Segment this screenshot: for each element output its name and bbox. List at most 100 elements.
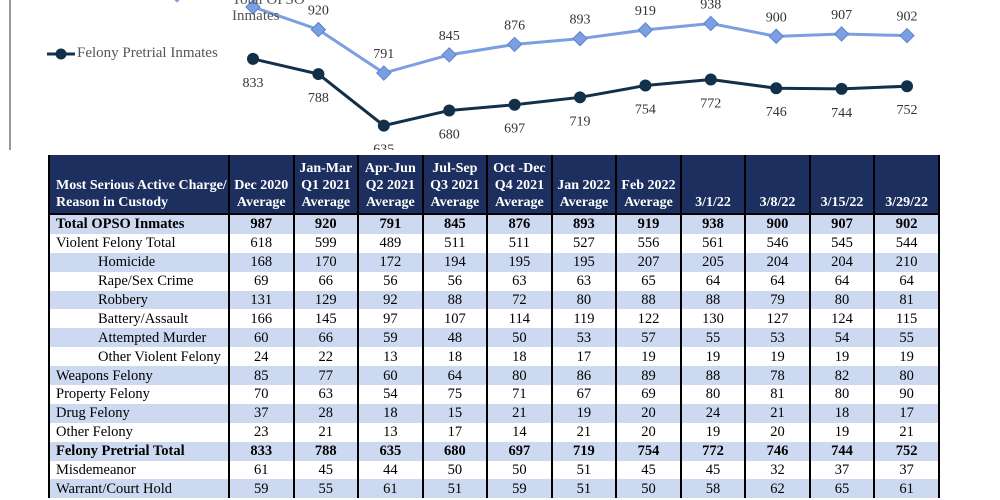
table-cell: 754 — [615, 441, 682, 461]
data-point — [703, 15, 719, 32]
table-cell: 90 — [873, 385, 940, 404]
table-cell: 131 — [228, 290, 295, 310]
table-cell: 902 — [873, 214, 940, 234]
table-cell: 19 — [873, 347, 940, 367]
table-row: Attempted Murder 60 66 59 48 50 53 57 55 53 54 55 — [48, 328, 940, 348]
table-cell: 195 — [486, 252, 553, 272]
chart-frame — [9, 0, 11, 150]
table-cell: 599 — [292, 233, 360, 253]
table-cell: 57 — [615, 328, 682, 348]
row-label: Felony Pretrial Total — [48, 441, 230, 461]
table-row: Total OPSO Inmates 987 920 791 845 876 893 919 9… — [48, 214, 940, 234]
table-cell: 37 — [808, 460, 876, 480]
table-cell: 53 — [550, 328, 618, 348]
table-cell: 194 — [421, 252, 489, 272]
column-header: 3/15/22 — [808, 155, 876, 214]
table-row: Felony Pretrial Total 833 788 635 680 697 719 7… — [48, 441, 940, 461]
table-row: Rape/Sex Crime 69 66 56 56 63 63 65 64 64 64 64 — [48, 271, 940, 291]
table-cell: 17 — [421, 422, 489, 442]
row-label: Total OPSO Inmates — [48, 214, 230, 234]
data-point — [245, 0, 261, 15]
data-label: 772 — [700, 96, 721, 111]
column-header: 3/29/22 — [873, 155, 940, 214]
table-cell: 28 — [292, 403, 360, 423]
table-cell: 70 — [228, 385, 295, 404]
table-cell: 88 — [679, 366, 747, 386]
table-cell: 168 — [228, 252, 295, 272]
table-cell: 45 — [615, 460, 682, 480]
table-cell: 66 — [292, 271, 360, 291]
table-cell: 489 — [357, 233, 424, 253]
table-cell: 71 — [486, 385, 553, 404]
column-header: 3/1/22 — [679, 155, 747, 214]
data-label: 788 — [308, 91, 329, 106]
table-cell: 55 — [292, 479, 360, 499]
table-cell: 618 — [228, 233, 295, 253]
table-cell: 17 — [873, 403, 940, 423]
table-cell: 58 — [679, 479, 747, 499]
data-label: 754 — [635, 103, 656, 118]
table-cell: 938 — [679, 214, 747, 234]
column-header: Apr-Jun Q2 2021 Average — [357, 155, 424, 214]
data-point — [377, 119, 390, 132]
data-label: 845 — [439, 29, 460, 44]
table-cell: 51 — [421, 479, 489, 499]
data-point — [833, 26, 850, 42]
table-row: Misdemeanor 61 45 44 50 50 51 45 45 32 37 37 — [48, 460, 940, 480]
table-cell: 511 — [486, 233, 553, 253]
data-label: 833 — [243, 76, 264, 91]
table-cell: 114 — [486, 309, 553, 329]
table-cell: 130 — [679, 309, 747, 329]
data-label: 791 — [373, 47, 394, 62]
table-row: Battery/Assault 166 145 97 107 114 119 122 130 12… — [48, 309, 940, 329]
table-cell: 77 — [292, 366, 360, 386]
table-cell: 45 — [292, 460, 360, 480]
data-label: 919 — [635, 4, 656, 19]
data-label: 920 — [308, 4, 329, 19]
table-cell: 19 — [808, 347, 876, 367]
legend-felony-label: Felony Pretrial Inmates — [77, 45, 218, 61]
data-label: 907 — [831, 8, 852, 23]
table-cell: 69 — [228, 271, 295, 291]
table-cell: 50 — [486, 460, 553, 480]
table-cell: 545 — [808, 233, 876, 253]
table-cell: 23 — [228, 422, 295, 442]
table-cell: 75 — [421, 385, 489, 404]
table-cell: 752 — [873, 441, 940, 461]
table-cell: 50 — [421, 460, 489, 480]
table-cell: 145 — [292, 309, 360, 329]
data-point — [899, 27, 915, 44]
data-point — [704, 73, 717, 86]
data-point — [574, 91, 586, 104]
table-cell: 845 — [421, 214, 489, 234]
table-cell: 89 — [615, 366, 682, 386]
table-cell: 635 — [357, 441, 424, 461]
table-cell: 64 — [873, 271, 940, 291]
table-cell: 919 — [615, 214, 682, 234]
table-cell: 48 — [421, 328, 489, 348]
table-cell: 172 — [357, 252, 424, 272]
table-cell: 88 — [615, 290, 682, 310]
table-cell: 19 — [744, 347, 811, 367]
table-cell: 920 — [292, 214, 360, 234]
legend-total: Total OPSO Inmates — [232, 0, 305, 24]
table-row: Drug Felony 37 28 18 15 21 19 20 24 21 18 17 — [48, 403, 940, 423]
table-cell: 527 — [550, 233, 618, 253]
table-cell: 13 — [357, 347, 424, 367]
table-cell: 204 — [744, 252, 811, 272]
table-row: Weapons Felony 85 77 60 64 80 86 89 88 78 82 80 — [48, 366, 940, 386]
table-cell: 129 — [292, 290, 360, 310]
data-label: 719 — [570, 114, 591, 129]
table-cell: 69 — [615, 385, 682, 404]
table-cell: 56 — [357, 271, 424, 291]
data-point — [441, 47, 457, 63]
column-header: Dec 2020 Average — [228, 155, 295, 214]
table-cell: 15 — [421, 403, 489, 423]
table-cell: 59 — [228, 479, 295, 499]
table-cell: 21 — [550, 422, 618, 442]
data-label: 752 — [897, 103, 918, 118]
table-cell: 18 — [421, 347, 489, 367]
table-cell: 61 — [228, 460, 295, 480]
data-label: 744 — [831, 106, 852, 121]
legend-felony-circle-icon — [55, 48, 67, 60]
